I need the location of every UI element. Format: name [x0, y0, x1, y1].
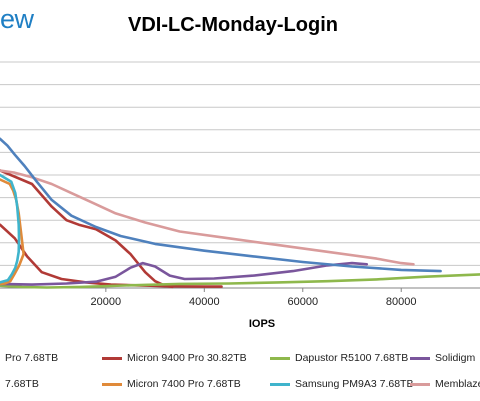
series-line — [0, 169, 415, 266]
legend-label: Solidigm — [435, 352, 476, 364]
x-axis-label: IOPS — [249, 318, 275, 330]
legend-label: Dapustor R5100 7.68TB — [295, 352, 409, 364]
axes — [0, 287, 480, 292]
legend-label: Samsung PM9A3 7.68TB — [295, 378, 414, 390]
legend-swatch — [410, 356, 430, 360]
legend-item: Micron 7400 Pro 7.68TB — [102, 378, 241, 390]
grid-lines — [0, 61, 480, 266]
x-tick-label: 20000 — [91, 296, 122, 308]
legend-item: Memblaze — [410, 378, 480, 390]
x-tick-label: 40000 — [189, 296, 220, 308]
legend-item: Pro 7.68TB — [0, 352, 58, 364]
legend-item: Dapustor R5100 7.68TB — [270, 352, 408, 364]
legend-swatch — [410, 382, 430, 386]
legend-item: Micron 9400 Pro 30.82TB — [102, 352, 247, 364]
series-line — [0, 223, 223, 288]
line-chart: 20000 40000 60000 80000 IOPS — [0, 61, 480, 330]
series-line — [0, 169, 174, 289]
series-line — [0, 273, 480, 289]
legend-label: Micron 9400 Pro 30.82TB — [127, 352, 247, 364]
logo-text: ew — [0, 4, 34, 34]
legend-label: Pro 7.68TB — [5, 352, 59, 364]
tick-labels: 20000 40000 60000 80000 — [91, 296, 417, 308]
legend-swatch — [102, 382, 122, 386]
legend-item: Solidigm — [410, 352, 475, 364]
series-line — [0, 137, 442, 273]
legend-label: 7.68TB — [5, 378, 39, 390]
legend-swatch — [270, 356, 290, 360]
series-line — [0, 261, 369, 286]
legend-swatch — [102, 356, 122, 360]
x-tick-label: 80000 — [386, 296, 417, 308]
legend-item: Samsung PM9A3 7.68TB — [270, 378, 413, 390]
series-lines — [0, 137, 480, 289]
chart-title: VDI-LC-Monday-Login — [128, 14, 338, 36]
legend-item: 7.68TB — [0, 378, 39, 390]
x-tick-label: 60000 — [287, 296, 318, 308]
legend-swatch — [270, 382, 290, 386]
legend: Pro 7.68TB 7.68TB Micron 9400 Pro 30.82TB D… — [0, 346, 480, 401]
legend-label: Micron 7400 Pro 7.68TB — [127, 378, 241, 390]
series-line — [0, 173, 21, 284]
legend-label: Memblaze — [435, 378, 480, 390]
